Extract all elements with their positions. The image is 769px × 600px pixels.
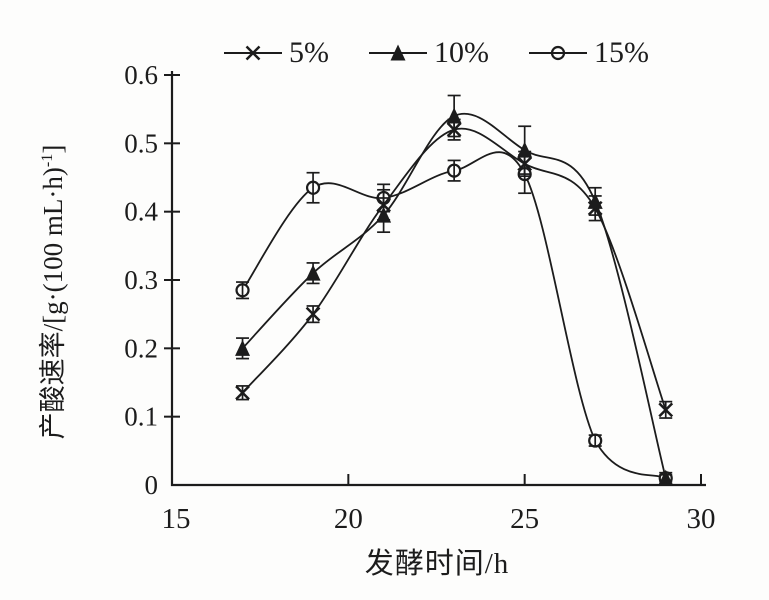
y-tick-label: 0.4 xyxy=(124,197,158,227)
x-axis-label: 发酵时间/h xyxy=(364,548,510,580)
chart-legend: 5% 10% 15% xyxy=(224,38,649,68)
legend-marker-5pct xyxy=(224,45,282,61)
y-tick-label: 0.5 xyxy=(124,128,158,158)
series-line-15pct xyxy=(241,151,667,480)
legend-item-15pct: 15% xyxy=(529,38,649,68)
series-15pct xyxy=(235,151,673,486)
x-tick-label: 25 xyxy=(510,503,539,535)
y-tick-label: 0.3 xyxy=(124,265,158,295)
axis-frame xyxy=(170,71,706,487)
series-10pct xyxy=(235,94,674,486)
y-axis-label-bracket: ] xyxy=(38,144,68,154)
y-axis-label: 产酸速率/[g·(100 mL·h)-1] xyxy=(31,77,68,507)
legend-label: 15% xyxy=(594,36,649,69)
legend-item-5pct: 5% xyxy=(224,38,329,68)
legend-label: 10% xyxy=(434,36,489,69)
legend-marker-10pct xyxy=(369,44,427,61)
y-axis-label-text: 产酸速率/[g·(100 mL·h) xyxy=(38,167,68,440)
y-tick-label: 0.2 xyxy=(124,333,158,363)
legend-label: 5% xyxy=(289,36,329,69)
y-axis-label-superscript: -1 xyxy=(38,153,56,168)
legend-item-10pct: 10% xyxy=(369,38,489,68)
x-tick-label: 20 xyxy=(334,503,363,535)
y-tick-label: 0.1 xyxy=(124,402,158,432)
y-tick-label: 0 xyxy=(145,470,159,500)
legend-marker-15pct xyxy=(529,45,587,61)
x-tick-label: 15 xyxy=(162,503,191,535)
y-tick-label: 0.6 xyxy=(124,60,158,90)
x-tick-label: 30 xyxy=(687,503,716,535)
